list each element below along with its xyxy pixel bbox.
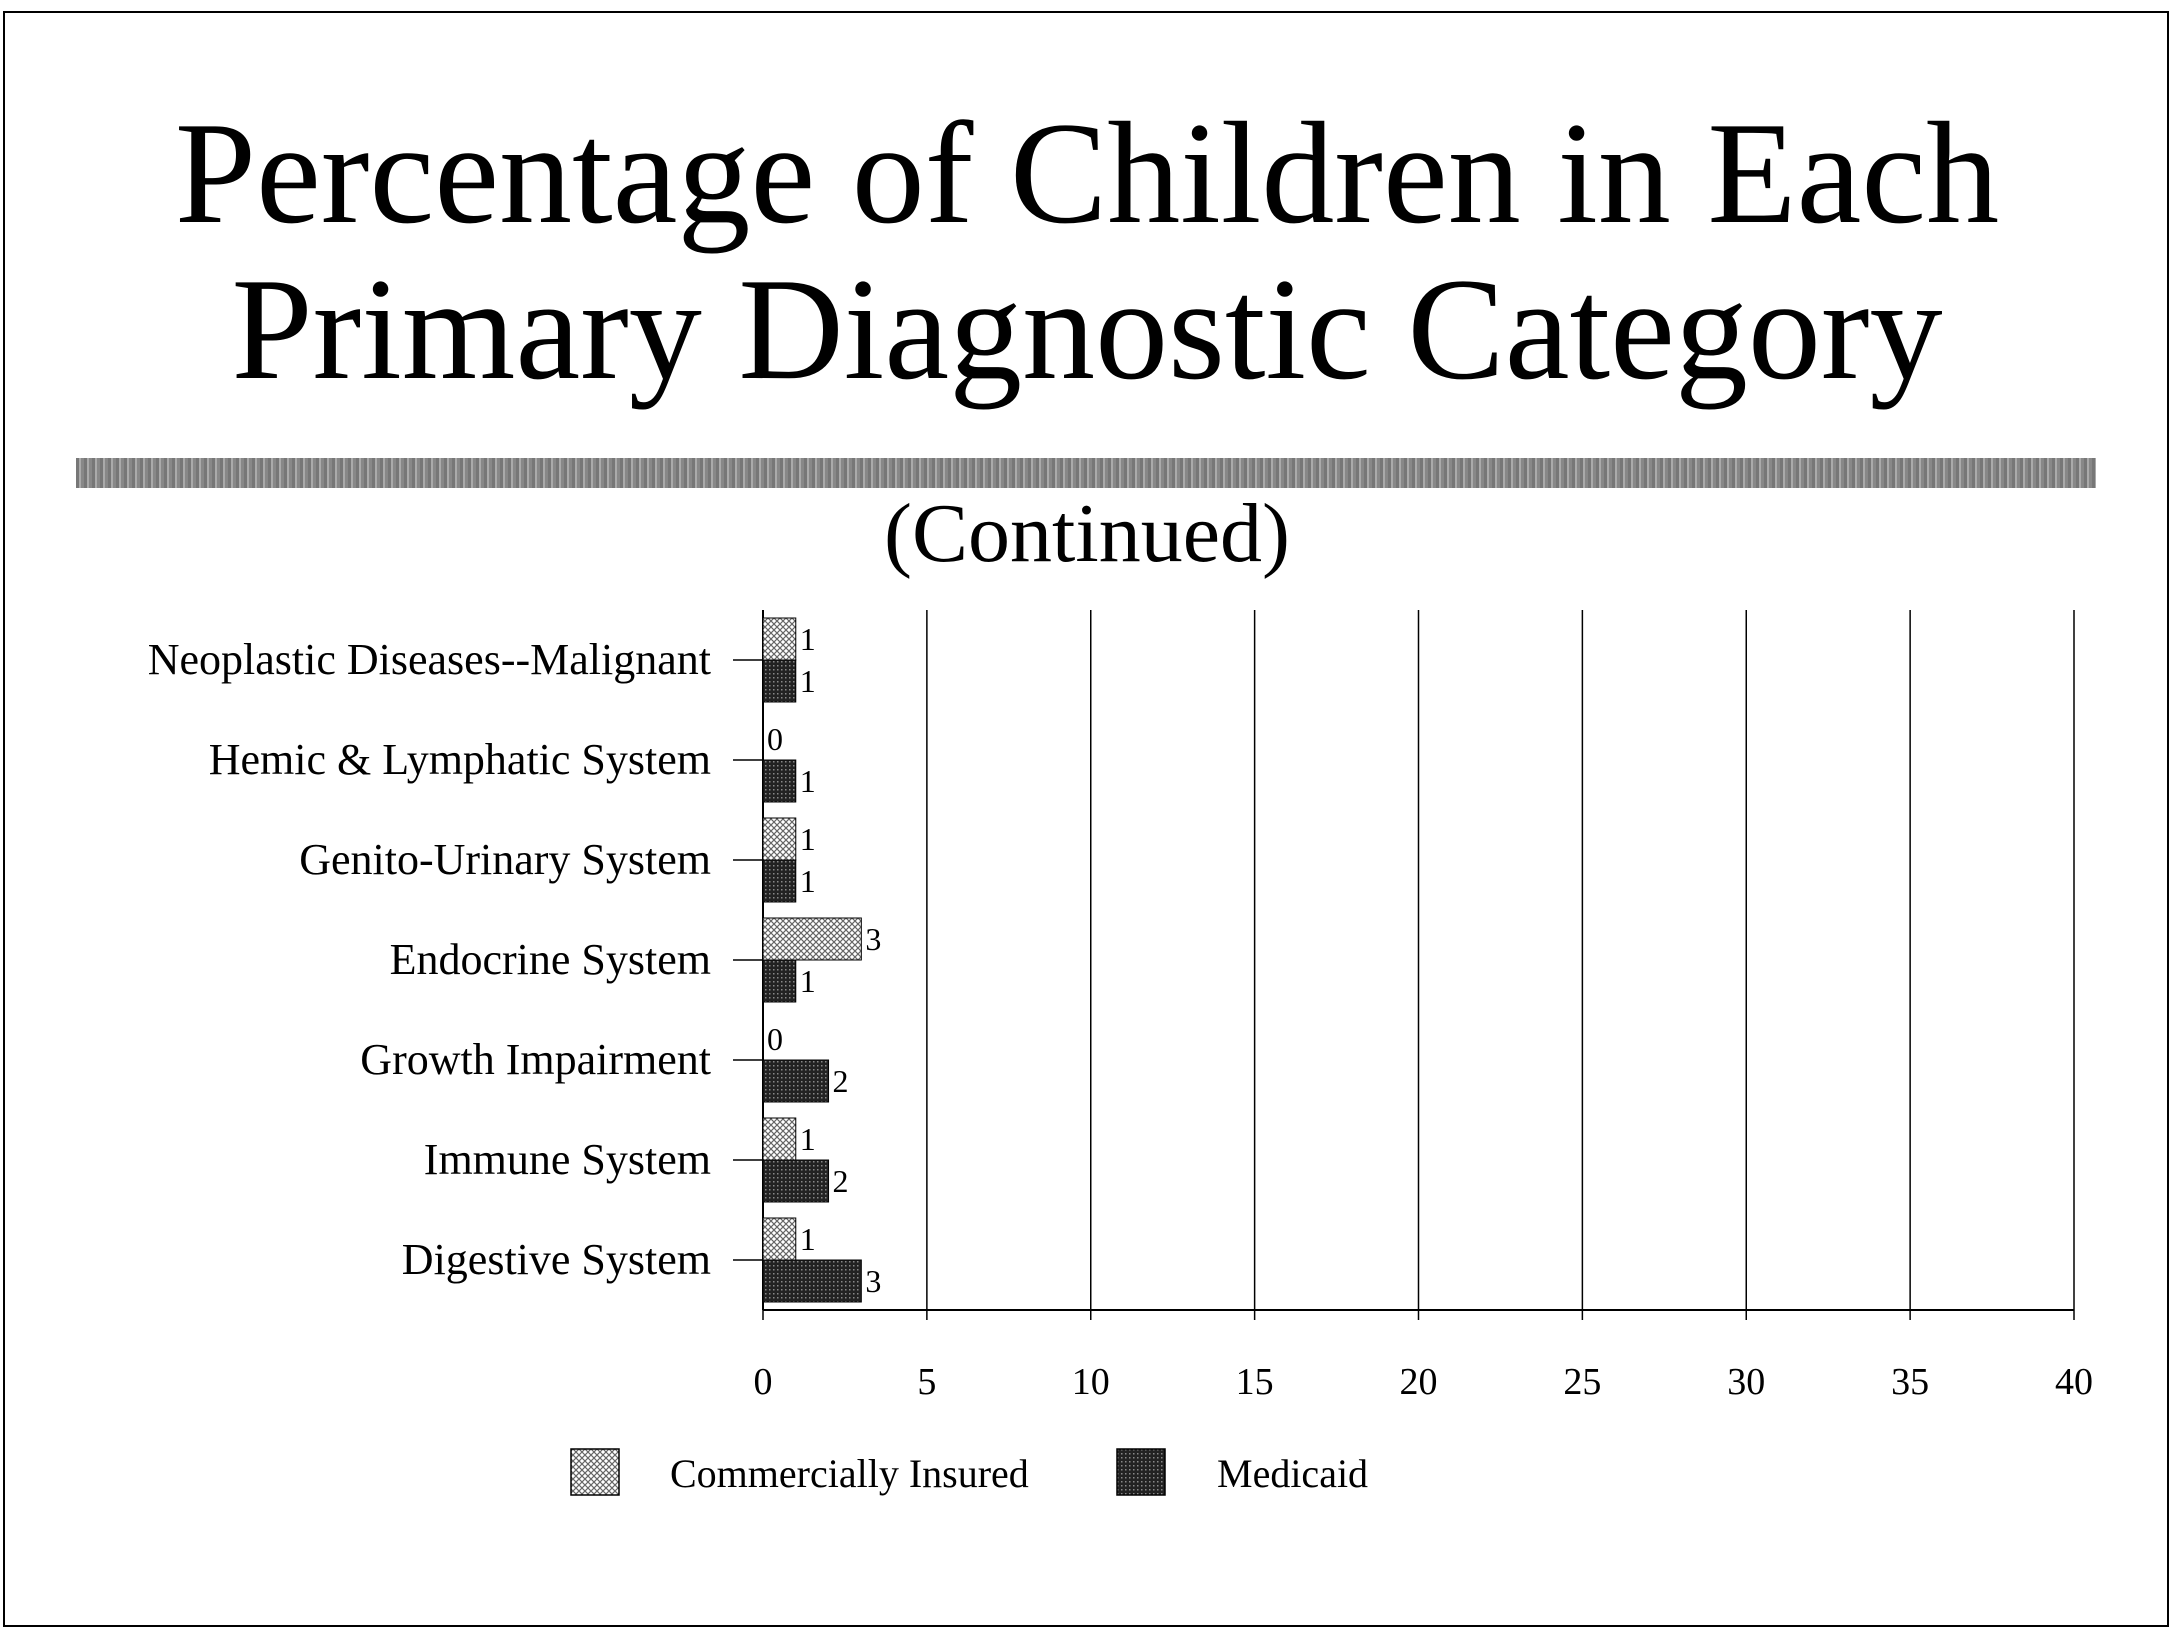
bar-commercially-insured [762, 917, 862, 961]
legend-label: Medicaid [1217, 1451, 1368, 1496]
x-tick-label: 30 [1727, 1361, 1765, 1403]
x-tick-label: 0 [754, 1361, 773, 1403]
legend-swatch-medicaid [1116, 1448, 1166, 1496]
bar-medicaid [762, 1259, 862, 1303]
legend-swatch-commercially-insured [570, 1448, 620, 1496]
slide-frame [3, 11, 2169, 1627]
bar-medicaid [762, 1159, 830, 1203]
data-label: 0 [767, 721, 783, 757]
data-label: 1 [800, 763, 816, 799]
category-label: Digestive System [402, 1235, 711, 1284]
data-label: 3 [865, 921, 881, 957]
data-label: 1 [800, 621, 816, 657]
x-tick-label: 5 [917, 1361, 936, 1403]
bar-commercially-insured [762, 617, 797, 661]
chart-title-line-2: Primary Diagnostic Category [231, 248, 1943, 410]
x-tick-label: 25 [1563, 1361, 1601, 1403]
data-label: 0 [767, 1021, 783, 1057]
x-tick-label: 15 [1236, 1361, 1274, 1403]
title-divider [76, 458, 2096, 488]
bar-medicaid [762, 659, 797, 703]
data-label: 1 [800, 963, 816, 999]
data-label: 1 [800, 1121, 816, 1157]
data-label: 2 [833, 1063, 849, 1099]
bar-medicaid [762, 1059, 830, 1103]
data-label: 1 [800, 663, 816, 699]
bar-commercially-insured [762, 817, 797, 861]
data-label: 1 [800, 1221, 816, 1257]
data-label: 1 [800, 821, 816, 857]
x-tick-label: 35 [1891, 1361, 1929, 1403]
bar-commercially-insured [762, 1117, 797, 1161]
category-label: Genito-Urinary System [299, 835, 711, 884]
x-tick-label: 10 [1072, 1361, 1110, 1403]
data-label: 1 [800, 863, 816, 899]
bar-medicaid [762, 759, 797, 803]
data-label: 3 [865, 1263, 881, 1299]
bar-commercially-insured [762, 1217, 797, 1261]
category-label: Growth Impairment [360, 1035, 711, 1084]
category-label: Endocrine System [390, 935, 711, 984]
category-label: Immune System [424, 1135, 711, 1184]
data-label: 2 [833, 1163, 849, 1199]
x-tick-label: 20 [1400, 1361, 1438, 1403]
bar-medicaid [762, 859, 797, 903]
x-tick-label: 40 [2055, 1361, 2093, 1403]
legend-label: Commercially Insured [670, 1451, 1029, 1496]
bar-medicaid [762, 959, 797, 1003]
category-label: Neoplastic Diseases--Malignant [148, 635, 711, 684]
chart-subtitle: (Continued) [884, 487, 1290, 580]
chart-title-line-1: Percentage of Children in Each [174, 92, 2000, 254]
category-label: Hemic & Lymphatic System [209, 735, 711, 784]
